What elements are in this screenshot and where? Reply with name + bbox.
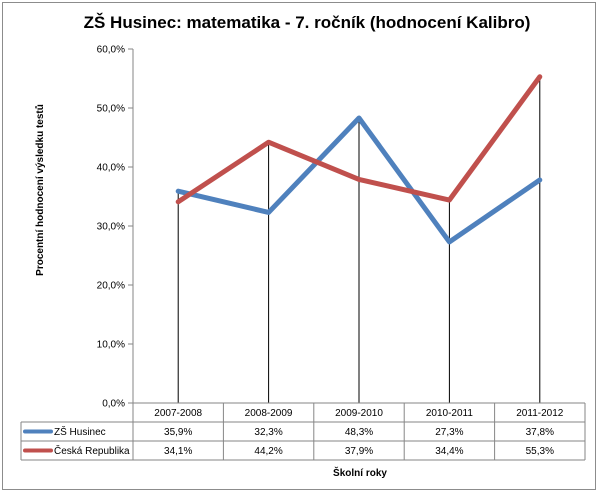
data-label: 34,4% <box>435 446 463 457</box>
x-category-label: 2007-2008 <box>154 408 202 419</box>
data-label: 35,9% <box>164 427 192 438</box>
y-tick-label: 10,0% <box>97 340 125 351</box>
chart-title: ZŠ Husinec: matematika - 7. ročník (hodn… <box>84 13 531 32</box>
y-tick-label: 40,0% <box>97 163 125 174</box>
data-label: 27,3% <box>435 427 463 438</box>
legend-label: Česká Republika <box>54 444 130 457</box>
legend-label: ZŠ Husinec <box>54 425 106 438</box>
series-line-zs-husinec <box>175 115 543 245</box>
data-table: 2007-2008 2008-2009 2009-2010 2010-2011 2011… <box>20 402 586 461</box>
plot-area: 0,0% 10,0% 20,0% 30,0% 40,0% 50,0% 60,0% <box>97 45 543 410</box>
y-tick-label: 50,0% <box>97 104 125 115</box>
data-label: 34,1% <box>164 446 192 457</box>
y-axis-title: Procentní hodnocení výsledku testů <box>34 104 46 276</box>
x-axis-title: Školní roky <box>333 466 387 479</box>
y-tick-label: 0,0% <box>102 399 125 410</box>
data-label: 32,3% <box>254 427 282 438</box>
x-category-label: 2010-2011 <box>426 408 474 419</box>
data-label: 55,3% <box>526 446 554 457</box>
data-label: 37,9% <box>345 446 373 457</box>
y-tick-label: 30,0% <box>97 222 125 233</box>
x-category-label: 2008-2009 <box>245 408 293 419</box>
series-line-ceska-republika <box>175 74 543 205</box>
data-label: 37,8% <box>526 427 554 438</box>
data-label: 48,3% <box>345 427 373 438</box>
y-tick-label: 20,0% <box>97 281 125 292</box>
data-label: 44,2% <box>254 446 282 457</box>
chart-frame <box>2 2 596 490</box>
y-tick-label: 60,0% <box>97 45 125 56</box>
x-category-label: 2011-2012 <box>516 408 564 419</box>
x-category-label: 2009-2010 <box>335 408 383 419</box>
